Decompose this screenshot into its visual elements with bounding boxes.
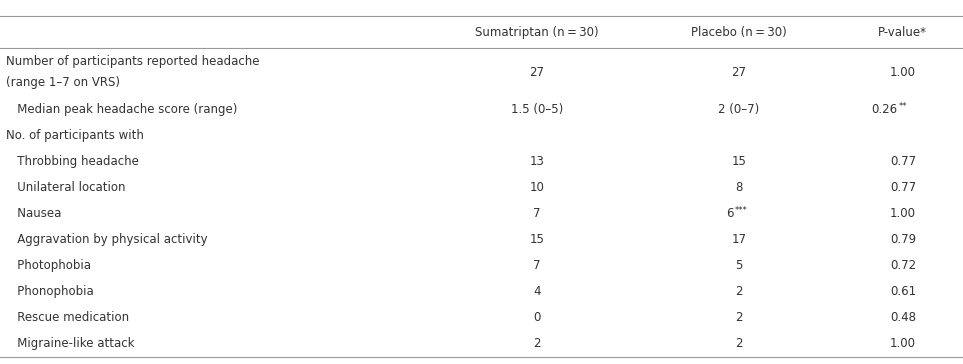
Text: 0.79: 0.79 — [890, 233, 916, 246]
Text: 6: 6 — [726, 207, 734, 220]
Text: 7: 7 — [534, 259, 540, 272]
Text: Placebo (n = 30): Placebo (n = 30) — [691, 26, 787, 39]
Text: (range 1–7 on VRS): (range 1–7 on VRS) — [6, 76, 119, 88]
Text: 2: 2 — [736, 337, 742, 350]
Text: 0.77: 0.77 — [890, 155, 916, 168]
Text: P-value*: P-value* — [878, 26, 927, 39]
Text: Number of participants reported headache: Number of participants reported headache — [6, 55, 259, 68]
Text: 27: 27 — [732, 66, 746, 79]
Text: 7: 7 — [534, 207, 540, 220]
Text: 2 (0–7): 2 (0–7) — [718, 103, 760, 116]
Text: Sumatriptan (n = 30): Sumatriptan (n = 30) — [475, 26, 599, 39]
Text: 13: 13 — [530, 155, 544, 168]
Text: Median peak headache score (range): Median peak headache score (range) — [6, 103, 237, 116]
Text: Migraine-like attack: Migraine-like attack — [6, 337, 134, 350]
Text: 1.00: 1.00 — [890, 66, 916, 79]
Text: Nausea: Nausea — [6, 207, 62, 220]
Text: 1.5 (0–5): 1.5 (0–5) — [510, 103, 563, 116]
Text: 15: 15 — [530, 233, 544, 246]
Text: 15: 15 — [732, 155, 746, 168]
Text: **: ** — [899, 102, 907, 111]
Text: Photophobia: Photophobia — [6, 259, 91, 272]
Text: 2: 2 — [736, 311, 742, 324]
Text: 2: 2 — [736, 285, 742, 298]
Text: No. of participants with: No. of participants with — [6, 129, 143, 142]
Text: 0.26: 0.26 — [871, 103, 898, 116]
Text: 1.00: 1.00 — [890, 207, 916, 220]
Text: Phonophobia: Phonophobia — [6, 285, 93, 298]
Text: 4: 4 — [534, 285, 540, 298]
Text: Unilateral location: Unilateral location — [6, 181, 125, 194]
Text: 1.00: 1.00 — [890, 337, 916, 350]
Text: 27: 27 — [530, 66, 544, 79]
Text: 0.61: 0.61 — [890, 285, 916, 298]
Text: 0.77: 0.77 — [890, 181, 916, 194]
Text: 0.72: 0.72 — [890, 259, 916, 272]
Text: 0.48: 0.48 — [890, 311, 916, 324]
Text: Aggravation by physical activity: Aggravation by physical activity — [6, 233, 207, 246]
Text: 8: 8 — [736, 181, 742, 194]
Text: ***: *** — [736, 206, 748, 215]
Text: 17: 17 — [732, 233, 746, 246]
Text: Throbbing headache: Throbbing headache — [6, 155, 139, 168]
Text: 10: 10 — [530, 181, 544, 194]
Text: 2: 2 — [534, 337, 540, 350]
Text: Rescue medication: Rescue medication — [6, 311, 129, 324]
Text: 5: 5 — [736, 259, 742, 272]
Text: 0: 0 — [534, 311, 540, 324]
